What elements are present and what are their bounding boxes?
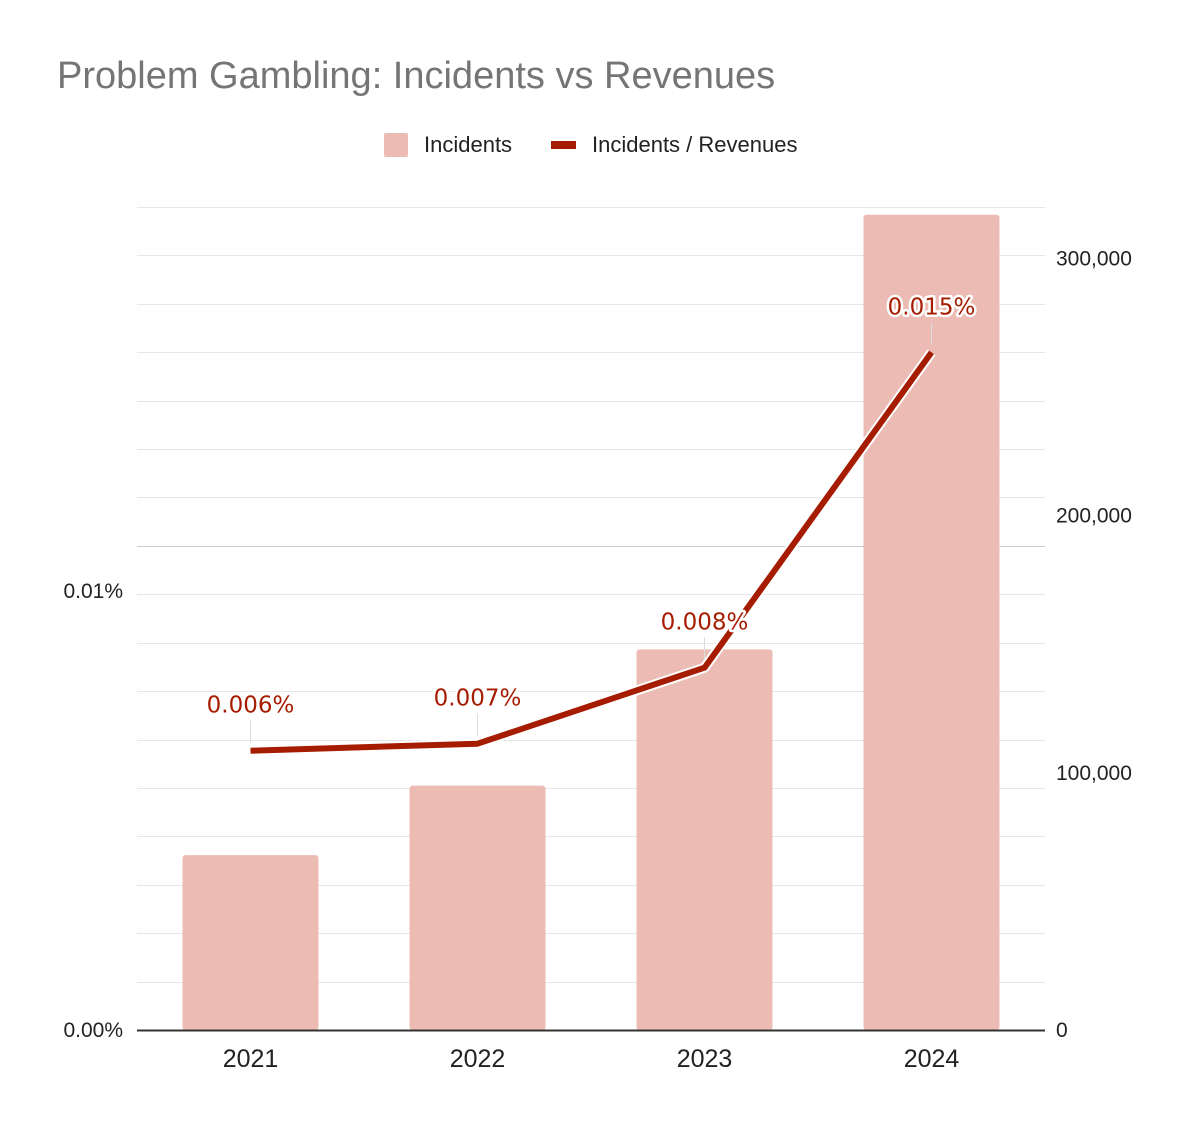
data-label-2023: 0.008%	[661, 610, 749, 636]
bar-2021	[182, 855, 319, 1030]
right-tick-label: 300,000	[1056, 247, 1132, 270]
right-tick-label: 200,000	[1056, 505, 1132, 528]
ratio-line-halo	[250, 349, 936, 756]
x-tick-label: 2022	[450, 1045, 506, 1073]
chart-title: Problem Gambling: Incidents vs Revenues	[57, 55, 775, 97]
left-tick-label: 0.01%	[63, 580, 123, 603]
left-tick-label: 0.00%	[63, 1019, 123, 1042]
right-tick-label: 100,000	[1056, 762, 1132, 785]
line-series-ratio	[250, 349, 936, 756]
right-axis-ticks: 0 100,000 200,000 300,000	[1056, 247, 1132, 1042]
bar-2023	[636, 649, 773, 1030]
left-axis-ticks: 0.00% 0.01%	[63, 580, 123, 1042]
x-tick-label: 2021	[223, 1045, 279, 1073]
bar-2022	[409, 785, 546, 1030]
legend-swatch-incidents	[384, 133, 408, 157]
data-label-2022: 0.007%	[434, 686, 522, 712]
legend-label-ratio: Incidents / Revenues	[592, 132, 797, 157]
x-tick-label: 2024	[904, 1045, 960, 1073]
x-axis-ticks: 2021 2022 2023 2024	[223, 1045, 960, 1073]
x-tick-label: 2023	[677, 1045, 733, 1073]
data-label-2024: 0.015%	[888, 294, 976, 320]
bar-2024	[863, 214, 1000, 1030]
data-labels: 0.006% 0.007% 0.008% 0.015%	[204, 292, 978, 743]
legend-label-incidents: Incidents	[424, 132, 512, 157]
ratio-line	[250, 350, 934, 754]
legend: Incidents Incidents / Revenues	[384, 132, 797, 157]
legend-swatch-ratio-line	[551, 141, 576, 149]
data-label-2021: 0.006%	[207, 693, 295, 719]
bar-series-incidents	[182, 214, 1000, 1030]
right-tick-label: 0	[1056, 1019, 1068, 1042]
